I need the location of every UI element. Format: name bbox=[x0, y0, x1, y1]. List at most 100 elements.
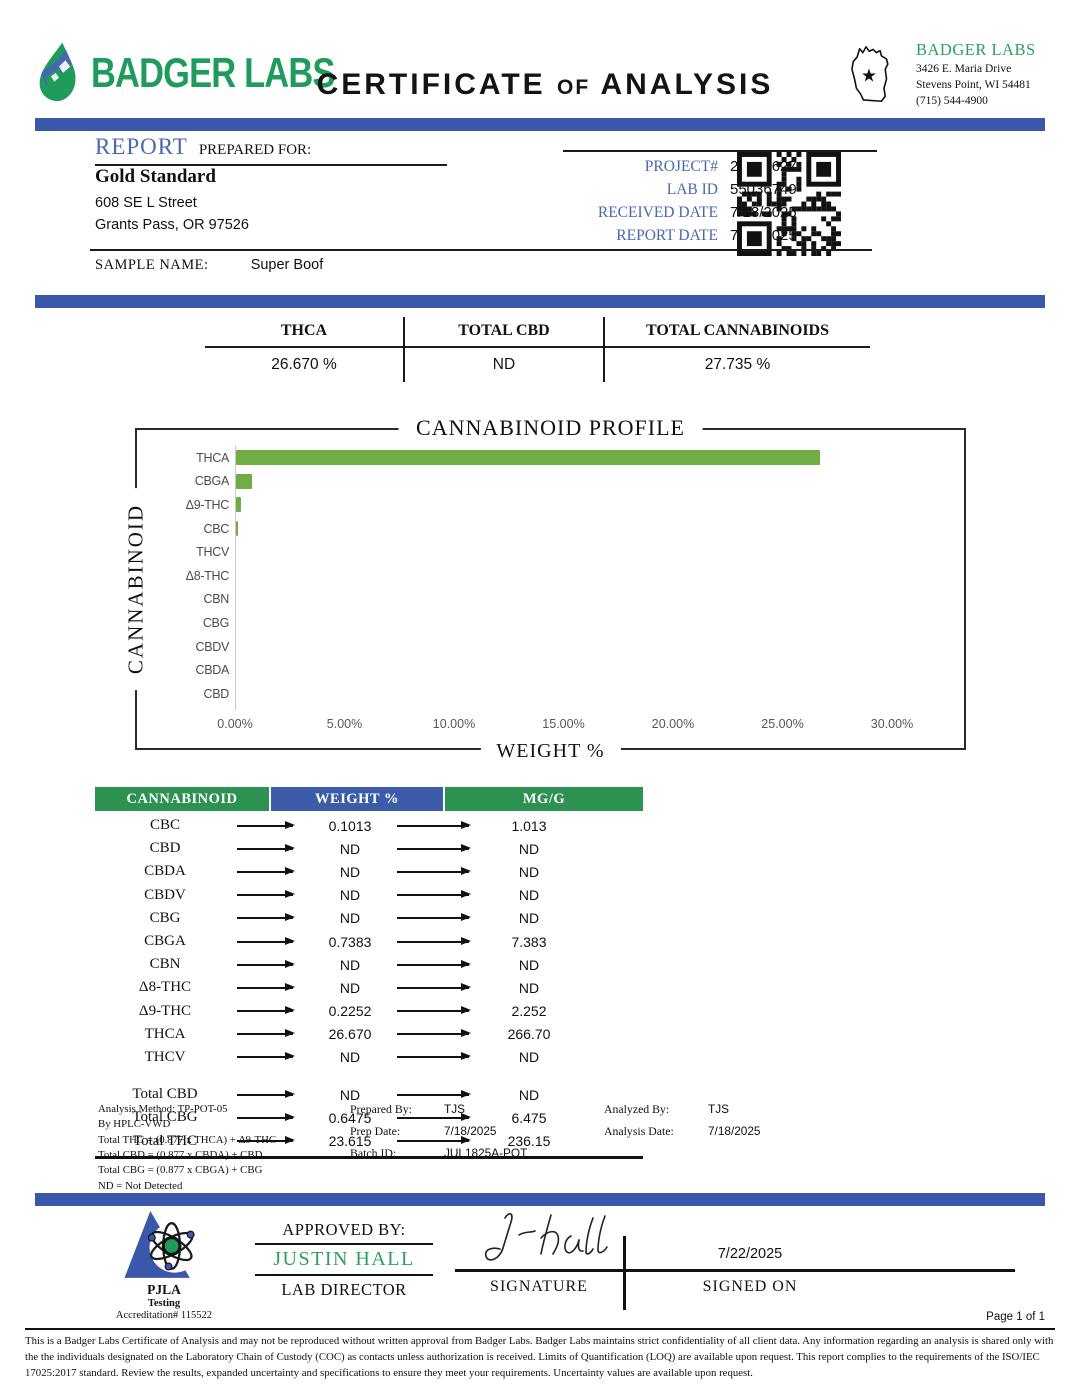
title-word-of: OF bbox=[557, 76, 591, 99]
summary-value: 26.670 % bbox=[205, 348, 405, 382]
sample-name-label: SAMPLE NAME: bbox=[95, 257, 209, 273]
results-row: Δ9-THC 0.2252 2.252 bbox=[95, 1000, 643, 1023]
analysis-meta-notes: Analyzed By: TJS Analysis Date: 7/18/2025 bbox=[604, 1102, 874, 1194]
arrow-icon bbox=[397, 959, 471, 968]
lab-address-block: ★ BADGER LABS 3426 E. Maria Drive Steven… bbox=[843, 40, 1036, 110]
results-column-header: CANNABINOID bbox=[95, 787, 269, 811]
chart-bar-row: CBDA bbox=[137, 658, 964, 682]
chart-x-tick: 10.00% bbox=[432, 717, 476, 731]
report-prepared-for-heading: REPORT PREPARED FOR: bbox=[95, 134, 447, 166]
accreditation-testing: Testing bbox=[147, 1297, 181, 1309]
arrow-icon bbox=[237, 1089, 295, 1098]
title-word-certificate: CERTIFICATE bbox=[316, 68, 546, 101]
chart-x-tick: 5.00% bbox=[326, 717, 363, 731]
arrow-icon bbox=[397, 1006, 471, 1015]
mg-per-g-value: ND bbox=[518, 979, 540, 996]
results-row: CBN ND ND bbox=[95, 953, 643, 976]
method-line: Total CBD = (0.877 x CBDA) + CBD bbox=[98, 1148, 263, 1161]
chart-category-label: CBDA bbox=[195, 663, 229, 678]
results-row: Total CBG 0.6475 6.475 bbox=[95, 1106, 643, 1129]
sample-name-value: Super Boof bbox=[250, 257, 324, 273]
lab-address-line1: 3426 E. Maria Drive bbox=[916, 63, 1012, 75]
approver-name: JUSTIN HALL bbox=[255, 1245, 433, 1276]
divider-bar-middle bbox=[35, 295, 1045, 308]
cannabinoid-name: THCV bbox=[144, 1048, 186, 1065]
weight-percent-value: ND bbox=[339, 1049, 361, 1066]
results-row: CBD ND ND bbox=[95, 837, 643, 860]
arrow-icon bbox=[237, 982, 295, 991]
chart-category-label: CBD bbox=[203, 686, 230, 701]
chart-category-label: CBDV bbox=[195, 639, 229, 654]
analysis-field: Analyzed By: TJS bbox=[604, 1102, 874, 1117]
cannabinoid-name: CBDV bbox=[144, 886, 186, 903]
cannabinoid-profile-chart: CANNABINOID PROFILE CANNABINOID THCA CBGA… bbox=[123, 415, 966, 763]
chart-bar-row: THCA bbox=[137, 446, 964, 470]
chart-category-label: CBN bbox=[203, 592, 230, 607]
chart-x-tick: 25.00% bbox=[761, 717, 804, 731]
arrow-icon bbox=[397, 866, 471, 875]
results-table-header: CANNABINOID WEIGHT % MG/G bbox=[95, 787, 643, 811]
results-row: CBG ND ND bbox=[95, 907, 643, 930]
results-column-header: WEIGHT % bbox=[271, 787, 443, 811]
weight-percent-value: ND bbox=[339, 910, 361, 927]
summary-value: ND bbox=[405, 348, 605, 382]
client-address: 608 SE L Street Grants Pass, OR 97526 bbox=[95, 192, 249, 237]
field-value: JUL1825A-POT bbox=[444, 1146, 528, 1160]
qr-code bbox=[737, 152, 841, 256]
client-address-line2: Grants Pass, OR 97526 bbox=[95, 217, 249, 234]
chart-bar-row: CBG bbox=[137, 611, 964, 635]
results-table-totals: Total CBD ND ND Total CBG 0.6475 6.475 Total T… bbox=[95, 1083, 643, 1159]
arrow-icon bbox=[397, 1029, 471, 1038]
prep-field: Prepared By: TJS bbox=[350, 1102, 604, 1117]
star-glyph: ★ bbox=[861, 65, 877, 85]
mg-per-g-value: 1.013 bbox=[511, 817, 547, 834]
weight-percent-value: 0.7383 bbox=[328, 933, 372, 950]
arrow-icon bbox=[397, 1089, 471, 1098]
arrow-icon bbox=[237, 959, 295, 968]
mg-per-g-value: ND bbox=[518, 1049, 540, 1066]
client-name: Gold Standard bbox=[95, 166, 216, 187]
meta-label: LAB ID bbox=[666, 181, 718, 198]
analysis-field: Analysis Date: 7/18/2025 bbox=[604, 1124, 874, 1139]
cannabinoid-name: CBG bbox=[149, 909, 181, 926]
chart-x-tick: 15.00% bbox=[542, 717, 585, 731]
cannabinoid-name: CBDA bbox=[144, 863, 186, 880]
arrow-icon bbox=[397, 890, 471, 899]
mg-per-g-value: 6.475 bbox=[511, 1109, 547, 1126]
chart-category-label: CBG bbox=[202, 615, 229, 630]
mg-per-g-value: ND bbox=[518, 840, 540, 857]
field-label: Prepared By: bbox=[350, 1102, 412, 1116]
mg-per-g-value: 7.383 bbox=[511, 933, 547, 950]
page-title: CERTIFICATE OF ANALYSIS bbox=[290, 68, 800, 102]
arrow-icon bbox=[237, 890, 295, 899]
weight-percent-value: ND bbox=[339, 840, 361, 857]
results-row: THCV ND ND bbox=[95, 1046, 643, 1069]
page-number: Page 1 of 1 bbox=[986, 1311, 1045, 1323]
method-line: Analysis Method: TP-POT-05 bbox=[98, 1103, 228, 1115]
results-table-body: CBC 0.1013 1.013 CBD ND ND CBDA ND ND CBDV ND ND CBG… bbox=[95, 814, 643, 1069]
chart-bar-row: Δ8-THC bbox=[137, 564, 964, 588]
weight-percent-value: 0.1013 bbox=[328, 817, 372, 834]
lab-info: BADGER LABS 3426 E. Maria Drive Stevens … bbox=[916, 40, 1036, 110]
analysis-notes: Analysis Method: TP-POT-05 By HPLC-VWD Tot… bbox=[98, 1102, 874, 1194]
results-row: CBDA ND ND bbox=[95, 860, 643, 883]
field-label: Batch ID: bbox=[350, 1146, 397, 1160]
accreditation-block: PJLA Testing Accreditation# 115522 bbox=[83, 1282, 245, 1322]
arrow-icon bbox=[237, 1029, 295, 1038]
chart-category-label: CBC bbox=[203, 521, 230, 536]
cannabinoid-name: Δ8-THC bbox=[138, 979, 192, 996]
arrow-icon bbox=[237, 843, 295, 852]
results-row: CBGA 0.7383 7.383 bbox=[95, 930, 643, 953]
field-value: TJS bbox=[444, 1102, 465, 1116]
arrow-icon bbox=[237, 913, 295, 922]
chart-bar-row: CBDV bbox=[137, 635, 964, 659]
prep-field: Batch ID: JUL1825A-POT bbox=[350, 1146, 604, 1161]
arrow-icon bbox=[397, 913, 471, 922]
weight-percent-value: ND bbox=[339, 887, 361, 904]
meta-label: REPORT DATE bbox=[616, 227, 718, 244]
chart-axis-line bbox=[235, 446, 236, 710]
accreditation-number: Accreditation# 115522 bbox=[115, 1309, 213, 1321]
arrow-icon bbox=[237, 1136, 295, 1145]
brand-name: BADGER LABS bbox=[91, 49, 335, 96]
arrow-icon bbox=[397, 820, 471, 829]
